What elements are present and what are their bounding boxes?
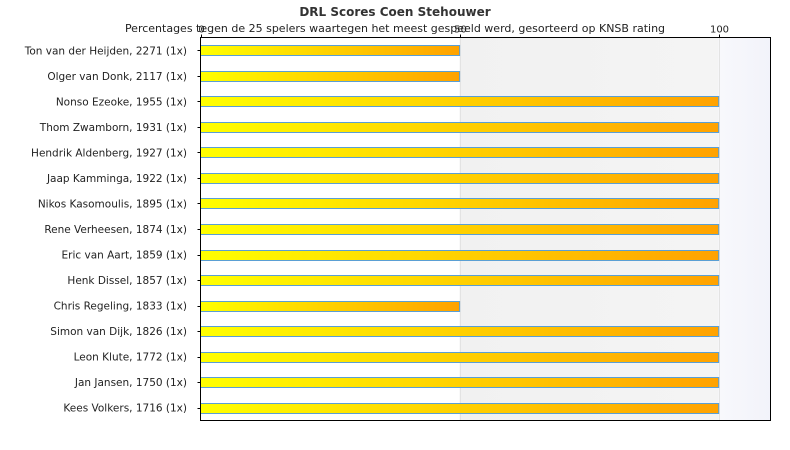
- category-label: Rene Verheesen, 1874 (1x): [44, 224, 187, 236]
- category-label: Jaap Kamminga, 1922 (1x): [46, 173, 187, 185]
- bar: [200, 122, 720, 133]
- bar: [200, 301, 461, 312]
- bar: [200, 403, 720, 414]
- bar: [200, 250, 720, 261]
- category-label: Olger van Donk, 2117 (1x): [47, 71, 187, 83]
- plot-frame: [200, 37, 771, 421]
- bar: [200, 377, 720, 388]
- category-label: Leon Klute, 1772 (1x): [74, 352, 187, 364]
- bar: [200, 173, 720, 184]
- category-label: Eric van Aart, 1859 (1x): [62, 250, 188, 262]
- bar: [200, 352, 720, 363]
- x-axis-ticks: 0 50 100: [198, 25, 729, 38]
- category-label: Chris Regeling, 1833 (1x): [54, 301, 187, 313]
- bar: [200, 45, 461, 56]
- category-label: Jan Jansen, 1750 (1x): [74, 377, 187, 389]
- x-tick-label: 0: [198, 25, 204, 36]
- category-label: Henk Dissel, 1857 (1x): [67, 275, 187, 287]
- y-axis-labels: Ton van der Heijden, 2271 (1x) Olger van …: [24, 45, 201, 415]
- category-label: Thom Zwamborn, 1931 (1x): [39, 122, 187, 134]
- x-tick-label: 100: [710, 25, 729, 36]
- category-label: Nonso Ezeoke, 1955 (1x): [56, 96, 187, 108]
- category-label: Hendrik Aldenberg, 1927 (1x): [31, 147, 187, 159]
- bar: [200, 71, 461, 82]
- category-label: Kees Volkers, 1716 (1x): [63, 403, 187, 415]
- category-label: Ton van der Heijden, 2271 (1x): [24, 45, 187, 57]
- chart-title: DRL Scores Coen Stehouwer: [299, 5, 491, 19]
- bar: [200, 198, 720, 209]
- category-label: Simon van Dijk, 1826 (1x): [50, 326, 187, 338]
- category-label: Nikos Kasomoulis, 1895 (1x): [38, 198, 187, 210]
- x-tick-label: 50: [454, 25, 467, 36]
- bars: [200, 45, 720, 414]
- plot-band: [718, 37, 771, 421]
- bar: [200, 326, 720, 337]
- chart-subtitle: Percentages tegen de 25 spelers waartege…: [124, 22, 666, 35]
- bar: [200, 275, 720, 286]
- bar: [200, 147, 720, 158]
- bar: [200, 96, 720, 107]
- bar: [200, 224, 720, 235]
